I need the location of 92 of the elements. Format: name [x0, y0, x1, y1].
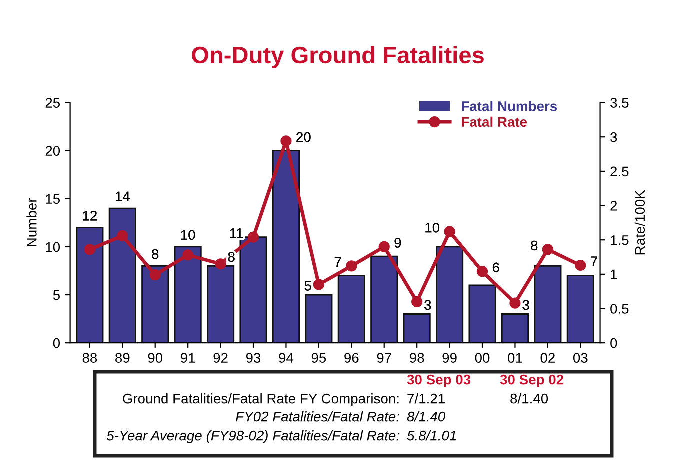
data-label: 8 — [531, 240, 538, 251]
point — [215, 258, 226, 270]
x-tick-label: 02 — [540, 353, 555, 364]
point — [280, 136, 292, 147]
data-label: 10 — [181, 230, 196, 240]
y-tick-label: 20 — [46, 146, 60, 156]
y-tick-label: 10 — [46, 242, 60, 252]
x-tick-label: 95 — [312, 353, 326, 364]
point — [313, 279, 324, 290]
bar — [501, 314, 530, 344]
point — [542, 244, 554, 256]
point — [575, 260, 586, 272]
bar — [108, 208, 136, 344]
bar — [207, 265, 235, 344]
data-label: 14 — [116, 192, 130, 202]
point — [412, 296, 423, 308]
y2-tick-label: 1.5 — [611, 236, 629, 246]
x-tick-label: 92 — [214, 353, 228, 364]
x-tick-label: 90 — [148, 353, 163, 364]
y2-axis-title: Rate/100K — [634, 190, 646, 255]
y2-tick-label: 3.5 — [610, 98, 629, 108]
bar — [566, 275, 594, 344]
text: 8/1.40 — [407, 412, 446, 422]
text: 30 Sep 03 — [407, 374, 471, 388]
chart-title: On-Duty Ground Fatalities — [192, 46, 484, 68]
bar — [174, 246, 202, 344]
data-label: 3 — [424, 300, 432, 310]
data-label: 11 — [230, 228, 244, 238]
point — [346, 260, 358, 272]
bar — [76, 227, 104, 344]
text: 5.8/1.01 — [407, 430, 456, 441]
bar — [240, 236, 268, 344]
text: 8/1.40 — [510, 394, 548, 404]
bar — [142, 265, 170, 344]
bar — [370, 256, 398, 344]
data-label: 6 — [492, 262, 500, 273]
data-label: 10 — [426, 222, 440, 233]
x-tick-label: 88 — [82, 353, 98, 364]
bar — [305, 294, 333, 344]
text: 30 Sep 02 — [500, 374, 564, 388]
x-tick-label: 94 — [279, 353, 294, 364]
legend-label: Fatal Rate — [462, 116, 528, 128]
x-tick-label: 01 — [508, 353, 522, 364]
y2-tick-label: 1 — [611, 270, 618, 280]
text: 7/1.21 — [408, 394, 445, 404]
data-label: 8 — [152, 249, 159, 260]
data-label: 3 — [522, 300, 530, 310]
x-tick-label: 91 — [181, 353, 196, 364]
x-tick-label: 97 — [377, 353, 392, 364]
data-label: 5 — [304, 281, 312, 291]
text: Ground Fatalities/Fatal Rate FY Comparison: — [123, 394, 399, 406]
legend-label: Fatal Numbers — [462, 101, 558, 112]
y-tick-label: 5 — [53, 290, 60, 300]
point — [117, 230, 128, 242]
y-tick-label: 15 — [46, 194, 60, 204]
x-tick-label: 89 — [116, 353, 130, 364]
bar — [403, 314, 431, 344]
point — [248, 232, 260, 243]
y2-tick-label: 3 — [610, 132, 618, 142]
y-tick-label: 25 — [46, 98, 60, 108]
text: FY02 Fatalities/Fatal Rate: — [236, 412, 400, 422]
x-tick-label: 96 — [344, 353, 359, 364]
x-tick-label: 00 — [475, 353, 490, 364]
data-label: 20 — [296, 132, 311, 142]
bar — [468, 284, 496, 344]
y2-tick-label: 2.5 — [610, 166, 629, 177]
y-axis-title: Number — [26, 198, 37, 246]
bar — [272, 150, 300, 344]
point — [150, 270, 161, 281]
point — [378, 241, 390, 253]
bar — [534, 265, 562, 344]
x-tick-label: 93 — [246, 353, 261, 364]
y2-tick-label: 0 — [610, 338, 618, 348]
point — [182, 250, 194, 261]
x-tick-label: 03 — [573, 353, 588, 364]
y2-tick-label: 0.5 — [610, 304, 629, 314]
point — [84, 244, 96, 256]
bar — [338, 275, 366, 344]
data-label: 8 — [228, 252, 235, 262]
data-label: 9 — [394, 238, 402, 248]
point — [476, 266, 488, 278]
x-tick-label: 99 — [442, 353, 457, 364]
data-label: 7 — [334, 257, 342, 267]
text: 5-Year Average (FY98-02) Fatalities/Fatal Rate: — [106, 430, 400, 444]
point — [444, 226, 456, 238]
point — [510, 298, 521, 309]
y-tick-label: 0 — [53, 338, 60, 348]
data-label: 7 — [591, 256, 598, 266]
x-tick-label: 98 — [410, 353, 424, 364]
y2-tick-label: 2 — [610, 201, 618, 211]
bar — [436, 246, 464, 344]
data-label: 12 — [83, 210, 97, 221]
